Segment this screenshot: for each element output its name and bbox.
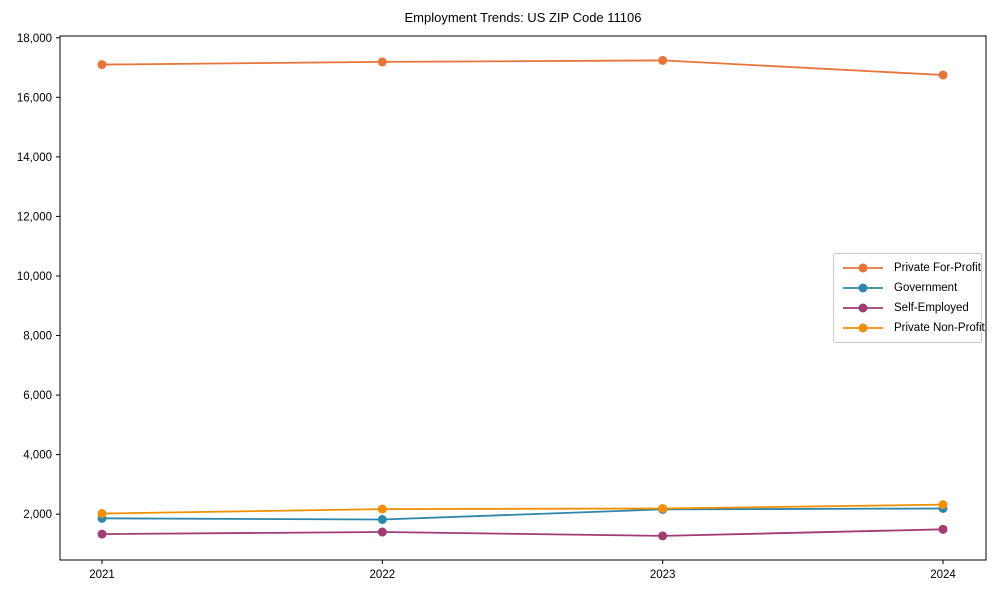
series-line-self-employed [101,528,944,537]
y-tick-label: 4,000 [23,450,52,462]
data-point-private-non-profit [938,500,948,510]
data-point-government [377,515,387,525]
legend-marker-private-for-profit [843,263,883,273]
legend-dot [858,323,868,333]
series-line-private-for-profit [101,59,944,76]
data-point-private-non-profit [97,509,107,519]
legend-dot [858,303,868,313]
y-tick-label: 10,000 [17,271,52,283]
y-tick-label: 12,000 [17,211,52,223]
data-point-private-non-profit [658,503,668,513]
legend-item-government: Government [834,278,981,298]
x-tick-label: 2021 [89,569,115,581]
data-point-self-employed [97,529,107,539]
y-tick-label: 16,000 [17,92,52,104]
x-tick-label: 2022 [370,569,396,581]
legend-label: Government [894,282,958,294]
legend-dot [858,283,868,293]
chart-title: Employment Trends: US ZIP Code 11106 [404,10,642,25]
legend-label: Private For-Profit [894,262,981,274]
data-point-self-employed [377,527,387,537]
legend-marker-self-employed [843,303,883,313]
legend-marker-government [843,283,883,293]
series-line-government [101,507,944,521]
y-tick-label: 6,000 [23,390,52,402]
plot-frame [59,35,987,561]
legend-item-self-employed: Self-Employed [834,298,981,318]
legend-dot [858,263,868,273]
legend: Private For-Profit Government Self-Employe… [833,253,985,343]
legend-item-private-non-profit: Private Non-Profit [834,318,985,338]
data-point-private-for-profit [97,60,107,70]
data-point-private-for-profit [938,70,948,80]
data-point-private-for-profit [658,55,668,65]
series-line-private-non-profit [101,503,944,515]
y-tick-label: 2,000 [23,509,52,521]
legend-label: Private Non-Profit [894,322,985,334]
legend-item-private-for-profit: Private For-Profit [834,258,981,278]
data-point-self-employed [938,524,948,534]
legend-marker-private-non-profit [843,323,883,333]
legend-label: Self-Employed [894,302,969,314]
data-point-private-for-profit [377,57,387,67]
y-tick-label: 14,000 [17,152,52,164]
y-tick-label: 18,000 [17,33,52,45]
x-tick-label: 2024 [930,569,956,581]
x-tick-label: 2023 [650,569,676,581]
data-point-private-non-profit [377,504,387,514]
data-point-self-employed [658,531,668,541]
y-tick-label: 8,000 [23,331,52,343]
